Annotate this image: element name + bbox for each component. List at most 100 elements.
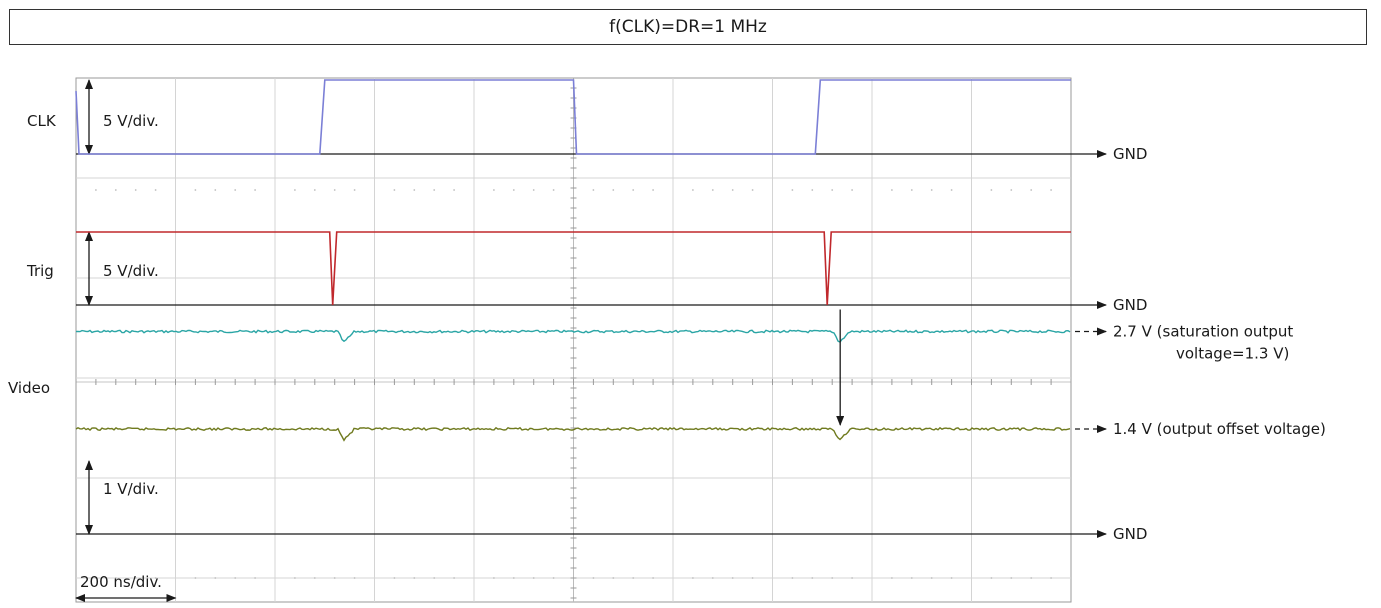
grid-dot [353, 189, 356, 191]
grid-dot [950, 577, 953, 579]
scale-label-video: 1 V/div. [103, 480, 159, 498]
grid-dot [95, 189, 97, 191]
grid-dot [831, 577, 834, 579]
grid-dot [592, 189, 595, 191]
channel-label-trig: Trig [26, 262, 54, 280]
grid-dot [294, 577, 296, 579]
grid-dot [1050, 577, 1052, 579]
grid-dot [154, 189, 157, 191]
time-scale-label: 200 ns/div. [80, 573, 162, 591]
grid-dot [612, 577, 615, 579]
scale-label-clk: 5 V/div. [103, 112, 159, 130]
grid-dot [731, 189, 734, 191]
annotation-saturation-line1: 2.7 V (saturation output [1113, 323, 1293, 341]
grid-dot [313, 577, 316, 579]
grid-dot [1010, 577, 1013, 579]
grid-dot [1030, 189, 1033, 191]
grid-dot [433, 577, 436, 579]
grid-dot [294, 189, 296, 191]
grid-dot [930, 189, 933, 191]
grid-dot [891, 577, 893, 579]
grid-dot [910, 189, 913, 191]
grid-dot [990, 189, 993, 191]
grid-dot [313, 189, 316, 191]
grid-dot [512, 189, 515, 191]
grid-dot [433, 189, 436, 191]
grid-dot [114, 577, 117, 579]
grid-dot [254, 189, 256, 191]
grid-dot [632, 189, 635, 191]
annotations: 2.7 V (saturation output voltage=1.3 V) 1.… [75, 323, 1326, 602]
grid-dot [652, 577, 654, 579]
grid-dot [333, 189, 336, 191]
grid-dot [552, 577, 555, 579]
grid-dot [393, 577, 396, 579]
grid-dot [851, 577, 853, 579]
grid-dot [512, 577, 515, 579]
ground-label-clk: GND [1113, 145, 1147, 163]
grid-dot [333, 577, 336, 579]
ground-label-trig: GND [1113, 296, 1147, 314]
video-trace-1 [75, 426, 1071, 442]
annotation-offset: 1.4 V (output offset voltage) [1113, 420, 1326, 438]
grid-dot [791, 577, 794, 579]
ground-label-video: GND [1113, 525, 1147, 543]
grid-dot [831, 189, 834, 191]
grid-dot [731, 577, 734, 579]
grid-dot [393, 189, 396, 191]
grid-dot [652, 189, 654, 191]
grid-dot [214, 577, 217, 579]
grid-dot [711, 189, 714, 191]
grid-dot [930, 577, 933, 579]
grid-dot [632, 577, 635, 579]
grid-dot [214, 189, 217, 191]
grid-dot [254, 577, 256, 579]
grid-dot [552, 189, 555, 191]
annotation-saturation-line2: voltage=1.3 V) [1176, 345, 1289, 363]
grid-dot [1010, 189, 1013, 191]
grid-dot [493, 189, 495, 191]
grid-dot [950, 189, 953, 191]
grid-dot [811, 189, 814, 191]
grid-dot [194, 577, 197, 579]
grid-dot [413, 189, 416, 191]
grid-dot [891, 189, 893, 191]
grid-dot [692, 577, 694, 579]
waveform-traces: GND CLK 5 V/div. GND Trig 5 V/div. GND Video 1 V… [8, 79, 1147, 543]
chart-title: f(CLK)=DR=1 MHz [9, 9, 1367, 45]
grid-dot [234, 577, 237, 579]
grid-dot [711, 577, 714, 579]
grid-dot [851, 189, 853, 191]
grid-dot [990, 577, 993, 579]
grid-dot [532, 577, 535, 579]
grid-dot [811, 577, 814, 579]
grid-dot [95, 577, 97, 579]
grid-dot [134, 189, 137, 191]
grid-dot [1030, 577, 1033, 579]
grid-dot [234, 189, 237, 191]
channel-label-video: Video [8, 379, 50, 397]
grid-dot [453, 577, 455, 579]
grid-dot [612, 189, 615, 191]
grid-dot [453, 189, 455, 191]
video-trace-0 [76, 329, 1071, 343]
grid-dot [692, 189, 694, 191]
grid-dot [353, 577, 356, 579]
grid-dot [413, 577, 416, 579]
grid-dot [154, 577, 157, 579]
grid-dot [791, 189, 794, 191]
grid-dot [751, 189, 754, 191]
scale-label-trig: 5 V/div. [103, 262, 159, 280]
waveform-trig [76, 231, 1071, 306]
grid-dot [532, 189, 535, 191]
grid-dot [592, 577, 595, 579]
grid-dot [910, 577, 913, 579]
graticule [75, 77, 1072, 603]
grid-dot [114, 189, 117, 191]
grid-dot [751, 577, 754, 579]
grid-dot [493, 577, 495, 579]
grid-dot [134, 577, 137, 579]
grid-dot [1050, 189, 1052, 191]
channel-label-clk: CLK [27, 112, 57, 130]
